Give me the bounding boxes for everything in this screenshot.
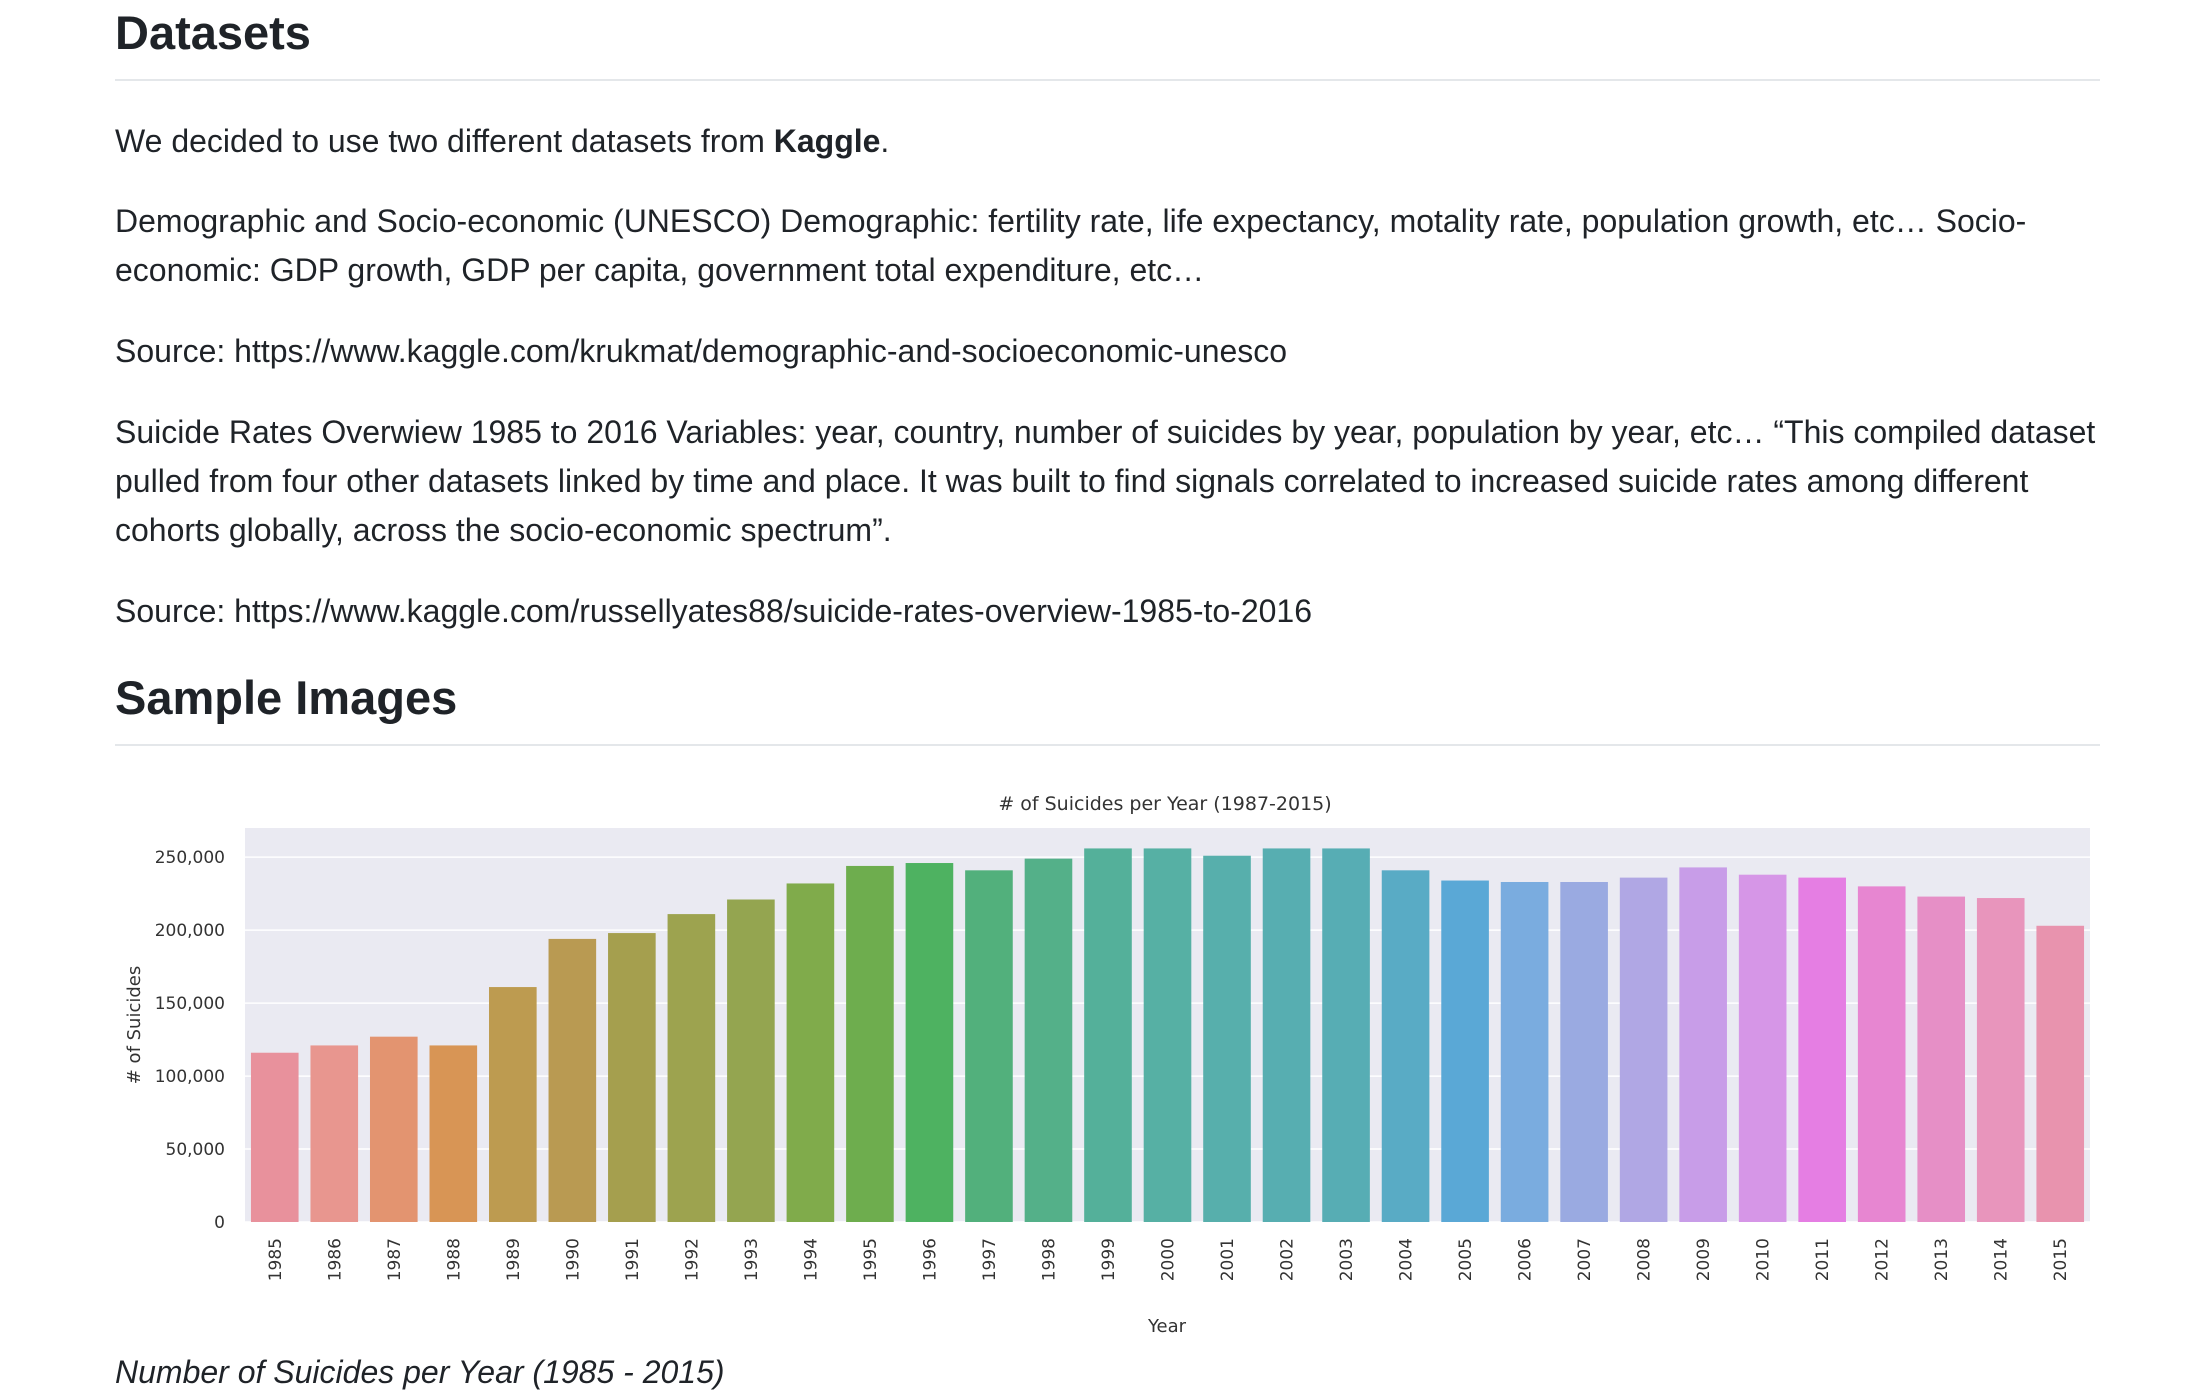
bar-1998 — [1024, 858, 1073, 1222]
bar-2006 — [1500, 881, 1549, 1222]
x-tick-label: 2014 — [1992, 1238, 2012, 1281]
y-tick-label: 250,000 — [155, 848, 225, 868]
bar-1987 — [369, 1036, 418, 1222]
x-tick-label: 1998 — [1039, 1238, 1059, 1281]
unesco-description: Demographic and Socio-economic (UNESCO) … — [115, 202, 2027, 288]
x-tick-label: 2012 — [1873, 1238, 1893, 1281]
datasets-heading: Datasets — [115, 0, 2100, 81]
x-tick-label: 2006 — [1516, 1238, 1536, 1281]
x-tick-label: 1992 — [682, 1238, 702, 1281]
bars — [250, 847, 2085, 1222]
x-tick-label: 1989 — [504, 1238, 524, 1281]
bar-1994 — [786, 882, 835, 1222]
bar-2015 — [2036, 925, 2085, 1222]
bar-2000 — [1143, 847, 1192, 1222]
bar-2013 — [1917, 896, 1966, 1222]
y-tick-label: 50,000 — [166, 1140, 225, 1160]
suicide-rates-description: Suicide Rates Overwiew 1985 to 2016 Vari… — [115, 413, 2096, 548]
x-tick-label: 2015 — [2051, 1238, 2071, 1281]
x-tick-label: 1995 — [861, 1238, 881, 1281]
bar-1997 — [965, 869, 1013, 1222]
bar-2008 — [1619, 877, 1668, 1222]
x-tick-label: 1991 — [623, 1238, 643, 1281]
bar-1993 — [727, 899, 775, 1222]
x-tick-label: 1988 — [444, 1238, 464, 1281]
suicide-rates-source: Source: https://www.kaggle.com/russellya… — [115, 592, 1312, 629]
x-tick-label: 2005 — [1456, 1238, 1476, 1281]
bar-2002 — [1262, 847, 1311, 1222]
x-tick-label: 1994 — [801, 1238, 821, 1281]
bar-2009 — [1679, 866, 1727, 1222]
x-tick-label: 2001 — [1218, 1238, 1238, 1281]
x-tick-label: 1996 — [920, 1238, 940, 1281]
intro-period: . — [880, 122, 890, 159]
x-tick-label: 1986 — [325, 1238, 345, 1281]
bar-1989 — [489, 986, 537, 1222]
bar-1986 — [310, 1044, 359, 1222]
x-axis-label: Year — [1147, 1316, 1187, 1337]
x-tick-label: 2008 — [1635, 1238, 1655, 1281]
x-tick-label: 2010 — [1754, 1238, 1774, 1281]
intro-paragraph: We decided to use two different datasets… — [115, 117, 2100, 166]
bar-1999 — [1084, 847, 1132, 1222]
x-tick-label: 1997 — [980, 1238, 1000, 1281]
bar-2010 — [1738, 874, 1787, 1222]
suicides-bar-chart: # of Suicides per Year (1987-2015) 0 50,0… — [124, 793, 2090, 1337]
x-tick-labels: 1985 1986 1987 1988 1989 1990 1991 1992 1993 1994… — [266, 1238, 2071, 1281]
x-tick-label: 2003 — [1337, 1238, 1357, 1281]
intro-text: We decided to use two different datasets… — [115, 122, 774, 159]
x-tick-label: 2004 — [1397, 1238, 1417, 1281]
bar-1985 — [250, 1052, 299, 1222]
x-tick-label: 1993 — [742, 1238, 762, 1281]
x-tick-label: 1999 — [1099, 1238, 1119, 1281]
y-tick-label: 0 — [214, 1213, 225, 1233]
bar-2001 — [1203, 855, 1251, 1222]
bar-1995 — [846, 865, 894, 1222]
bar-1996 — [905, 862, 954, 1222]
x-tick-label: 2000 — [1159, 1238, 1179, 1281]
x-tick-label: 2013 — [1932, 1238, 1952, 1281]
y-tick-labels: 0 50,000 100,000 150,000 200,000 250,000 — [155, 848, 225, 1233]
sample-images-heading: Sample Images — [115, 669, 2100, 746]
x-tick-label: 2007 — [1575, 1238, 1595, 1281]
bar-1991 — [608, 932, 656, 1222]
x-tick-label: 1987 — [385, 1238, 405, 1281]
y-tick-label: 150,000 — [155, 994, 225, 1014]
chart-title: # of Suicides per Year (1987-2015) — [998, 793, 1331, 815]
bar-1992 — [667, 913, 716, 1222]
bar-2007 — [1560, 881, 1608, 1222]
x-tick-label: 2011 — [1813, 1238, 1833, 1281]
bar-2012 — [1857, 885, 1906, 1222]
x-tick-label: 2009 — [1694, 1238, 1714, 1281]
chart-caption: Number of Suicides per Year (1985 - 2015… — [115, 1353, 725, 1390]
bar-2003 — [1322, 847, 1370, 1222]
unesco-source: Source: https://www.kaggle.com/krukmat/d… — [115, 332, 1288, 369]
x-tick-label: 1990 — [563, 1238, 583, 1281]
bar-2014 — [1976, 897, 2025, 1222]
bar-2004 — [1381, 869, 1430, 1222]
x-tick-label: 1985 — [266, 1238, 286, 1281]
bar-2011 — [1798, 877, 1846, 1222]
page-content: Datasets We decided to use two different… — [115, 0, 2100, 1397]
y-tick-label: 200,000 — [155, 921, 225, 941]
bar-1988 — [429, 1044, 478, 1222]
y-axis-label: # of Suicides — [124, 965, 145, 1084]
chart-image: # of Suicides per Year (1987-2015) 0 50,0… — [115, 776, 2100, 1346]
y-tick-label: 100,000 — [155, 1067, 225, 1087]
kaggle-bold-text: Kaggle — [773, 122, 881, 159]
bar-2005 — [1441, 880, 1489, 1222]
bar-1990 — [548, 938, 597, 1222]
x-tick-label: 2002 — [1278, 1238, 1298, 1281]
